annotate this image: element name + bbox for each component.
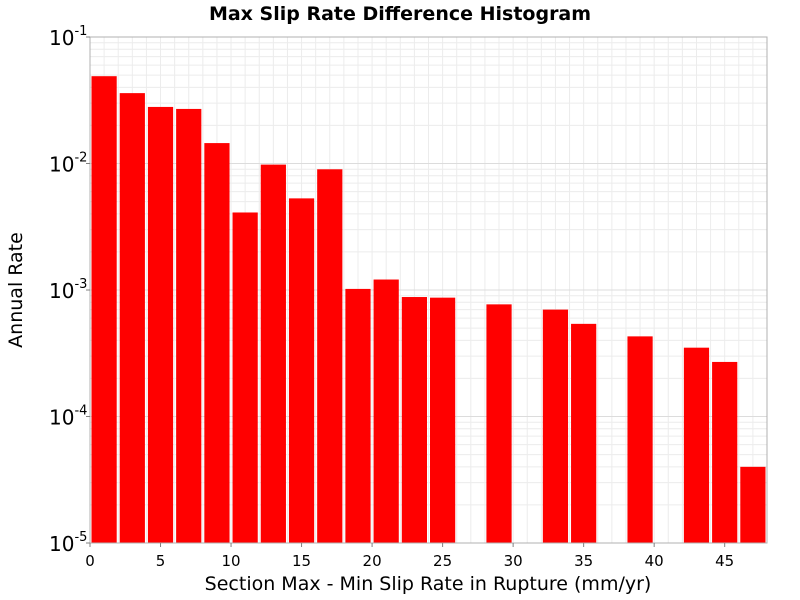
histogram-bar	[401, 297, 427, 543]
histogram-bar	[373, 279, 399, 543]
x-tick-label: 40	[645, 552, 664, 570]
histogram-bar	[91, 76, 117, 544]
y-tick-label: 10-4	[49, 404, 87, 430]
histogram-bar	[176, 108, 202, 543]
x-axis-label: Section Max - Min Slip Rate in Rupture (…	[205, 573, 652, 595]
y-tick-label: 10-1	[49, 24, 87, 50]
histogram-bar	[260, 164, 286, 543]
y-axis-ticks: 10-5 10-4 10-3 10-2 10-1	[49, 24, 90, 556]
x-tick-label: 25	[433, 552, 452, 570]
x-tick-label: 5	[156, 552, 166, 570]
histogram-bar	[345, 288, 371, 543]
histogram-bar	[430, 297, 456, 543]
y-tick-label: 10-3	[49, 277, 87, 303]
chart-title: Max Slip Rate Difference Histogram	[209, 3, 591, 25]
x-tick-label: 10	[221, 552, 240, 570]
histogram-bar	[486, 304, 512, 543]
histogram-bar	[232, 212, 258, 543]
y-axis-label: Annual Rate	[5, 232, 27, 348]
x-tick-label: 20	[363, 552, 382, 570]
x-tick-label: 45	[715, 552, 734, 570]
y-tick-label: 10-5	[49, 530, 87, 556]
histogram-bar	[683, 347, 710, 543]
histogram-bar	[740, 466, 766, 543]
histogram-bar	[317, 169, 343, 543]
histogram-bar	[627, 336, 653, 543]
x-tick-label: 15	[292, 552, 311, 570]
histogram-bar	[147, 106, 174, 543]
bars	[91, 76, 766, 544]
histogram-bar	[288, 198, 315, 544]
histogram-bar	[712, 361, 738, 543]
y-tick-label: 10-2	[49, 151, 87, 177]
x-tick-label: 30	[504, 552, 523, 570]
histogram-bar	[119, 93, 145, 543]
x-tick-label: 35	[574, 552, 593, 570]
histogram-bar	[571, 323, 597, 543]
histogram-bar	[204, 143, 230, 543]
x-tick-label: 0	[85, 552, 95, 570]
histogram-bar	[542, 309, 569, 543]
x-axis-ticks: 0 5 10 15 20 25 30 35 40 45	[85, 543, 734, 570]
